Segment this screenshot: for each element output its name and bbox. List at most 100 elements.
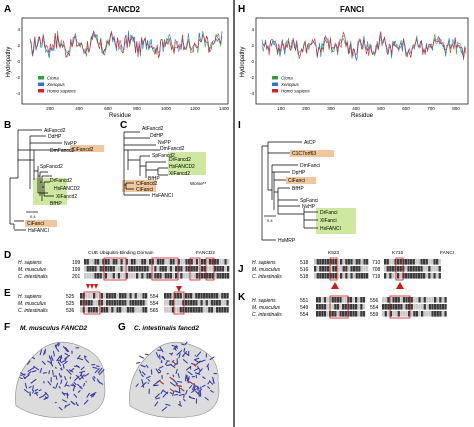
helix-segment	[136, 362, 141, 364]
residue-cell	[179, 293, 182, 299]
residue-cell	[417, 259, 421, 265]
residue-cell	[129, 307, 132, 313]
residue-cell	[355, 311, 358, 317]
residue-cell	[334, 304, 337, 310]
residue-cell	[195, 300, 198, 306]
residue-cell	[334, 297, 337, 303]
residue-cell	[187, 300, 190, 306]
residue-cell	[91, 259, 95, 265]
residue-cell	[143, 259, 147, 265]
helix-segment	[44, 348, 47, 355]
ytick-A: 2	[17, 43, 20, 48]
helix-segment	[64, 360, 68, 365]
residue-cell	[345, 273, 348, 279]
helix-segment	[75, 364, 80, 369]
residue-cell	[195, 266, 199, 272]
helix-segment	[155, 352, 160, 358]
residue-cell	[174, 300, 177, 306]
helix-segment	[188, 385, 193, 389]
plot-frame-H	[255, 17, 469, 105]
residue-cell	[121, 293, 124, 299]
residue-cell	[166, 307, 169, 313]
residue-cell	[171, 300, 175, 306]
legend-xenopus: Xenopus	[280, 82, 300, 87]
helix-segment	[156, 379, 161, 383]
species-label: H. sapiens	[18, 260, 42, 266]
residue-cell	[357, 304, 360, 310]
residue-cell	[436, 297, 439, 303]
helix-segment	[65, 384, 70, 387]
residue-cell	[319, 259, 322, 265]
residue-cell	[316, 297, 319, 303]
residue-cell	[412, 259, 415, 265]
residue-cell	[342, 266, 345, 272]
helix-segment	[39, 349, 43, 356]
residue-cell	[133, 259, 136, 265]
species-label: C. intestinalis	[252, 274, 282, 280]
alignJ-header-left: K523	[328, 250, 340, 256]
residue-cell	[124, 293, 127, 299]
residue-cell	[143, 273, 147, 279]
helix-segment	[93, 375, 96, 379]
helix-segment	[185, 374, 189, 380]
helix-segment	[174, 390, 178, 393]
ytick-H: -4	[250, 91, 254, 96]
xtick-H: 300	[327, 106, 335, 111]
residue-cell	[182, 293, 185, 299]
residue-cell	[389, 273, 392, 279]
helix-segment	[47, 380, 52, 386]
residue-cell	[221, 293, 224, 299]
residue-cell	[103, 307, 106, 313]
residue-cell	[145, 300, 148, 306]
residue-cell	[347, 273, 351, 279]
species-label: M. musculus	[18, 301, 47, 307]
residue-cell	[137, 307, 140, 313]
helix-segment	[188, 395, 192, 398]
helix-segment	[187, 377, 190, 383]
helix-segment	[73, 393, 78, 398]
xtick-A: 1200	[190, 106, 201, 111]
helix-segment	[183, 393, 185, 399]
tree-label: DmFancd2	[50, 148, 75, 154]
helix-segment	[60, 375, 63, 378]
residue-cell	[363, 266, 366, 272]
residue-cell	[106, 307, 109, 313]
residue-cell	[407, 273, 410, 279]
residue-number: 536	[66, 308, 75, 314]
helix-segment	[92, 377, 96, 382]
residue-cell	[108, 307, 111, 313]
residue-cell	[126, 300, 130, 306]
helix-segment	[58, 385, 61, 389]
ytick-H: 0	[251, 59, 254, 64]
residue-cell	[188, 266, 191, 272]
helix-segment	[160, 389, 164, 394]
helix-segment	[184, 341, 188, 346]
residue-cell	[85, 300, 88, 306]
residue-cell	[391, 266, 395, 272]
tree-label: CiFanci	[136, 187, 153, 193]
residue-cell	[137, 300, 140, 306]
xtick-A: 1400	[219, 106, 230, 111]
residue-cell	[355, 297, 358, 303]
residue-cell	[345, 259, 348, 265]
helix-segment	[64, 376, 67, 381]
residue-cell	[142, 293, 145, 299]
panel-label-A: A	[4, 4, 11, 15]
helix-segment	[193, 367, 199, 372]
residue-cell	[205, 300, 208, 306]
tree-label: DpHP	[292, 170, 306, 176]
residue-cell	[102, 273, 105, 279]
legend-A: Ciona Xenopus Homo sapiens	[38, 76, 77, 94]
species-label: M. musculus	[252, 305, 281, 311]
residue-cell	[218, 293, 221, 299]
species-label: M. musculus	[18, 267, 47, 273]
residue-cell	[434, 297, 437, 303]
helix-segment	[53, 375, 56, 377]
tree-label: DmFancd2	[160, 146, 185, 152]
residue-number: 554	[150, 301, 159, 307]
hydropathy-traces-H	[261, 31, 467, 62]
residue-cell	[391, 273, 395, 279]
residue-cell	[177, 300, 180, 306]
helix-segment	[70, 384, 75, 387]
residue-cell	[394, 273, 397, 279]
